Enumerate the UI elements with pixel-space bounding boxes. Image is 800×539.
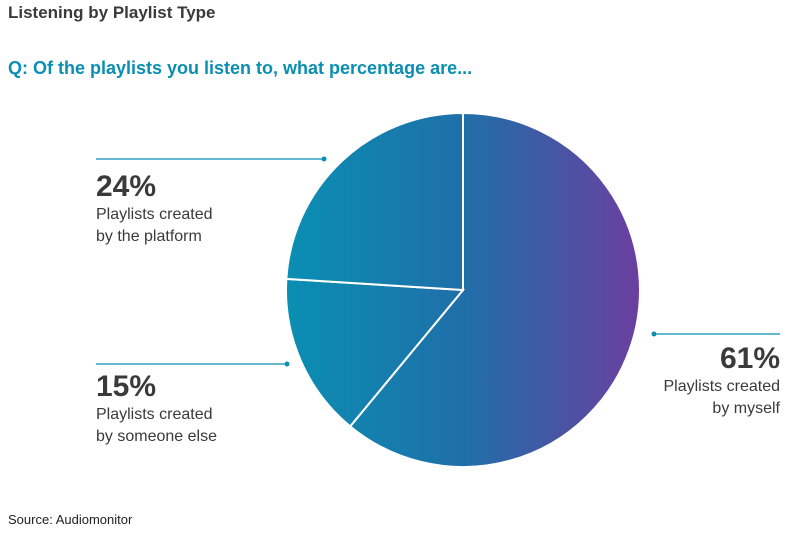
callout-someone-else: 15% Playlists created by someone else xyxy=(96,370,217,448)
callout-myself: 61% Playlists created by myself xyxy=(664,342,781,420)
pie-slice-myself xyxy=(348,111,641,468)
source-note: Source: Audiomonitor xyxy=(8,512,133,527)
callout-someone-else-line1: Playlists created xyxy=(96,406,213,423)
callout-myself-value: 61% xyxy=(719,342,780,375)
callout-platform-value: 24% xyxy=(96,170,157,203)
pie-slice-someone-else xyxy=(285,277,466,428)
leader-line-someone-else-dot xyxy=(284,361,290,367)
survey-question: Q: Of the playlists you listen to, what … xyxy=(8,58,473,78)
leader-line-myself-dot xyxy=(651,331,657,337)
callout-platform-line2: by the platform xyxy=(96,228,202,245)
callout-platform: 24% Playlists created by the platform xyxy=(96,170,213,248)
callout-someone-else-value: 15% xyxy=(96,370,157,403)
callout-myself-line1: Playlists created xyxy=(663,378,781,395)
pie-slice-platform xyxy=(285,111,464,292)
callout-platform-line1: Playlists created xyxy=(96,206,213,223)
callout-someone-else-line2: by someone else xyxy=(96,428,217,445)
callout-myself-line2: by myself xyxy=(712,400,780,417)
chart-title: Listening by Playlist Type xyxy=(8,3,216,22)
leader-line-platform-dot xyxy=(321,156,327,162)
